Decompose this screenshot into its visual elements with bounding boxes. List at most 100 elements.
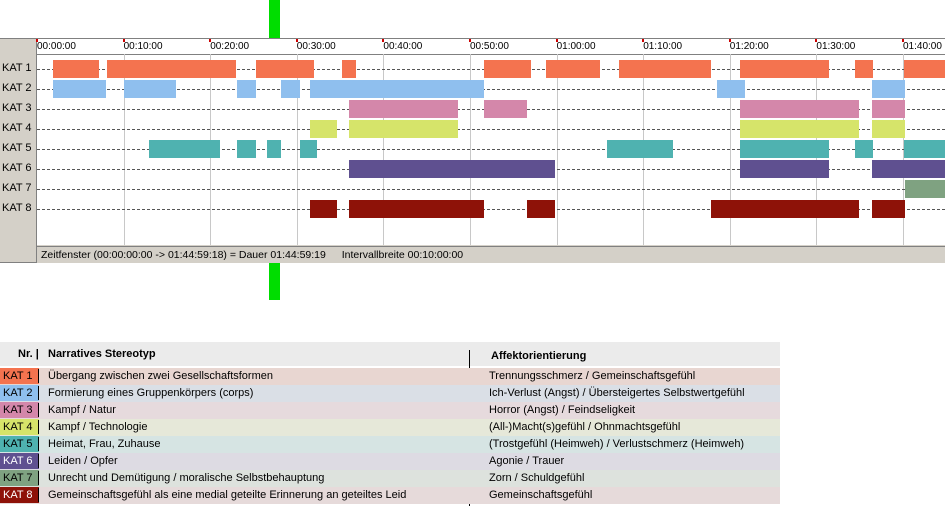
legend-swatch: KAT 1 bbox=[0, 368, 39, 384]
legend-row: KAT 2 Formierung eines Gruppenkörpers (co… bbox=[0, 385, 780, 402]
row-guide-line bbox=[37, 89, 945, 90]
interval-bar[interactable] bbox=[740, 100, 859, 118]
category-label: KAT 8 bbox=[2, 202, 32, 214]
interval-bar[interactable] bbox=[871, 200, 905, 218]
interval-bar[interactable] bbox=[854, 60, 873, 78]
interval-bar[interactable] bbox=[854, 140, 873, 158]
legend-affect: (Trostgefühl (Heimweh) / Verlustschmerz … bbox=[489, 438, 745, 450]
category-label: KAT 1 bbox=[2, 62, 32, 74]
legend-swatch: KAT 7 bbox=[0, 470, 39, 486]
tick-mark bbox=[122, 39, 125, 42]
interval-bar[interactable] bbox=[123, 80, 177, 98]
legend-row: KAT 5 Heimat, Frau, Zuhause (Trostgefühl (… bbox=[0, 436, 780, 453]
interval-bar[interactable] bbox=[52, 60, 100, 78]
interval-bar[interactable] bbox=[527, 200, 555, 218]
interval-bar[interactable] bbox=[309, 200, 337, 218]
interval-bar[interactable] bbox=[871, 100, 905, 118]
category-label: KAT 4 bbox=[2, 122, 32, 134]
timeline-plot[interactable]: 00:00:00 00:10:00 00:20:00 00:30:00 00:40:00… bbox=[36, 39, 945, 245]
tick-mark bbox=[36, 39, 38, 42]
legend-row: KAT 1 Übergang zwischen zwei Gesellschaft… bbox=[0, 368, 780, 385]
category-label: KAT 3 bbox=[2, 102, 32, 114]
legend-row: KAT 4 Kampf / Technologie (All-)Macht(s)ge… bbox=[0, 419, 780, 436]
legend-affect: Gemeinschaftsgefühl bbox=[489, 489, 593, 501]
tick-label: 01:40:00 bbox=[903, 41, 942, 52]
legend-stereotype: Kampf / Natur bbox=[48, 404, 116, 416]
tick-label: 01:00:00 bbox=[556, 41, 596, 52]
interval-bar[interactable] bbox=[546, 60, 600, 78]
legend-number-separator bbox=[38, 471, 39, 485]
interval-bar[interactable] bbox=[871, 80, 905, 98]
playhead-marker-top[interactable] bbox=[269, 0, 280, 38]
interval-bar[interactable] bbox=[716, 80, 746, 98]
interval-bar[interactable] bbox=[52, 80, 107, 98]
legend-header: Nr. | Narratives Stereotyp Affektorienti… bbox=[0, 342, 780, 366]
legend-stereotype: Übergang zwischen zwei Gesellschaftsform… bbox=[48, 370, 273, 382]
interval-bar[interactable] bbox=[740, 120, 859, 138]
timeline-panel: KAT 1 KAT 2 KAT 3 KAT 4 KAT 5 KAT 6 KAT 7 KAT 8… bbox=[0, 38, 945, 263]
row-guide-line bbox=[37, 149, 945, 150]
interval-bar[interactable] bbox=[300, 140, 317, 158]
interval-bar[interactable] bbox=[267, 140, 282, 158]
interval-bar[interactable] bbox=[618, 60, 711, 78]
interval-bar[interactable] bbox=[483, 100, 528, 118]
interval-bar[interactable] bbox=[341, 60, 356, 78]
row-guide-line bbox=[37, 189, 945, 190]
interval-bar[interactable] bbox=[483, 60, 531, 78]
tick-mark bbox=[469, 39, 471, 42]
interval-bar[interactable] bbox=[903, 60, 945, 78]
category-label: KAT 5 bbox=[2, 142, 32, 154]
tick-mark bbox=[295, 39, 298, 42]
interval-bar[interactable] bbox=[256, 60, 315, 78]
row-guide-line bbox=[37, 209, 945, 210]
legend-stereotype: Kampf / Technologie bbox=[48, 421, 148, 433]
legend-row: KAT 8 Gemeinschaftsgefühl als eine medial… bbox=[0, 487, 780, 504]
legend-row: KAT 3 Kampf / Natur Horror (Angst) / Feind… bbox=[0, 402, 780, 419]
tick-label: 00:40:00 bbox=[383, 41, 423, 52]
interval-bar[interactable] bbox=[348, 160, 555, 178]
interval-bar[interactable] bbox=[871, 120, 905, 138]
interval-bar[interactable] bbox=[903, 140, 945, 158]
legend-stereotype: Heimat, Frau, Zuhause bbox=[48, 438, 161, 450]
interval-bar[interactable] bbox=[348, 100, 458, 118]
tick-label: 00:10:00 bbox=[123, 41, 163, 52]
interval-bar[interactable] bbox=[606, 140, 673, 158]
legend-swatch: KAT 5 bbox=[0, 436, 39, 452]
interval-bar[interactable] bbox=[740, 160, 830, 178]
legend-number-separator bbox=[38, 369, 39, 383]
row-guide-line bbox=[37, 129, 945, 130]
legend-row: KAT 6 Leiden / Opfer Agonie / Trauer bbox=[0, 453, 780, 470]
interval-bar[interactable] bbox=[740, 60, 830, 78]
interval-bar[interactable] bbox=[348, 120, 458, 138]
interval-bar[interactable] bbox=[148, 140, 220, 158]
legend-number-separator bbox=[38, 403, 39, 417]
tick-label: 01:10:00 bbox=[643, 41, 683, 52]
interval-bar[interactable] bbox=[237, 80, 257, 98]
playhead-marker-bottom[interactable] bbox=[269, 263, 280, 300]
interval-bar[interactable] bbox=[740, 140, 830, 158]
tick-mark bbox=[902, 39, 904, 42]
tick-label: 00:50:00 bbox=[470, 41, 509, 52]
tick-label: 01:20:00 bbox=[729, 41, 769, 52]
interval-bar[interactable] bbox=[710, 200, 859, 218]
legend-number-separator bbox=[38, 420, 39, 434]
tick-mark bbox=[815, 39, 818, 42]
interval-bar[interactable] bbox=[281, 80, 301, 98]
interval-bar[interactable] bbox=[348, 200, 484, 218]
interval-bar[interactable] bbox=[871, 160, 945, 178]
legend-affect: Agonie / Trauer bbox=[489, 455, 565, 467]
interval-bar[interactable] bbox=[107, 60, 237, 78]
interval-bar[interactable] bbox=[309, 120, 337, 138]
interval-bar[interactable] bbox=[309, 80, 484, 98]
legend-row: KAT 7 Unrecht und Demütigung / moralische… bbox=[0, 470, 780, 487]
tick-mark bbox=[209, 39, 212, 42]
legend-swatch: KAT 3 bbox=[0, 402, 39, 418]
legend-affect: (All-)Macht(s)gefühl / Ohnmachtsgefühl bbox=[489, 421, 681, 433]
legend-stereotype: Gemeinschaftsgefühl als eine medial gete… bbox=[48, 489, 407, 501]
category-label-column: KAT 1 KAT 2 KAT 3 KAT 4 KAT 5 KAT 6 KAT 7 KAT 8 bbox=[0, 39, 37, 262]
legend-number-separator bbox=[38, 437, 39, 451]
legend-swatch: KAT 2 bbox=[0, 385, 39, 401]
category-label: KAT 6 bbox=[2, 162, 32, 174]
interval-bar[interactable] bbox=[237, 140, 257, 158]
interval-bar[interactable] bbox=[904, 180, 945, 198]
